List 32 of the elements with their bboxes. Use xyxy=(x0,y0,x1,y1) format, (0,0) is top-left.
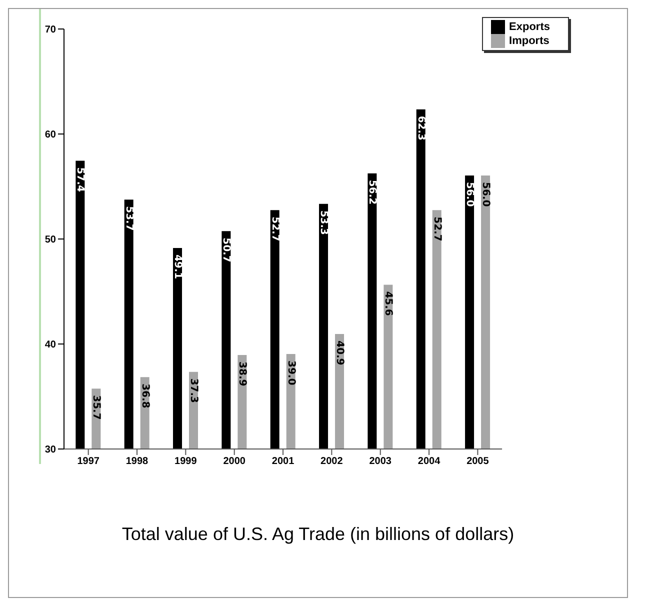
x-tick-label: 2002 xyxy=(320,456,344,468)
data-label: 36.8 xyxy=(139,384,150,408)
y-tick-label: 70 xyxy=(44,24,56,36)
x-tick-label: 2005 xyxy=(466,456,490,468)
x-tick-label: 2001 xyxy=(272,456,295,468)
x-tick-label: 2003 xyxy=(369,456,392,468)
text: Total value of U.S. Ag Trade (in billions of dollars) xyxy=(120,524,516,545)
x-tick-label: 1998 xyxy=(126,456,149,468)
data-label: 56.0 xyxy=(464,182,476,207)
x-tick-label: 2004 xyxy=(418,456,441,468)
data-label: 52.7 xyxy=(431,216,442,242)
y-tick-label: 60 xyxy=(44,130,56,141)
y-tick-label: 40 xyxy=(44,340,56,351)
data-label: 40.9 xyxy=(334,340,346,366)
data-label: 53.3 xyxy=(318,210,330,236)
data-label: 39.0 xyxy=(285,360,296,386)
y-tick-label: 30 xyxy=(44,444,56,456)
data-label: 49.1 xyxy=(172,254,184,280)
data-label: 37.3 xyxy=(188,378,200,404)
x-tick-label: 1997 xyxy=(77,456,100,468)
data-label: 50.7 xyxy=(220,238,232,262)
x-tick-label: 2000 xyxy=(223,456,246,468)
data-label: 57.4 xyxy=(74,167,86,192)
x-tick-label: 1999 xyxy=(174,456,198,468)
legend-label: Exports xyxy=(509,20,550,33)
data-label: 56.0 xyxy=(480,182,492,207)
data-label: 38.9 xyxy=(236,362,248,386)
y-tick-label: 50 xyxy=(44,234,56,246)
legend-label: Imports xyxy=(509,34,550,47)
data-label: 56.2 xyxy=(366,180,378,205)
data-label: 35.7 xyxy=(90,395,102,420)
data-label: 45.6 xyxy=(382,291,394,316)
